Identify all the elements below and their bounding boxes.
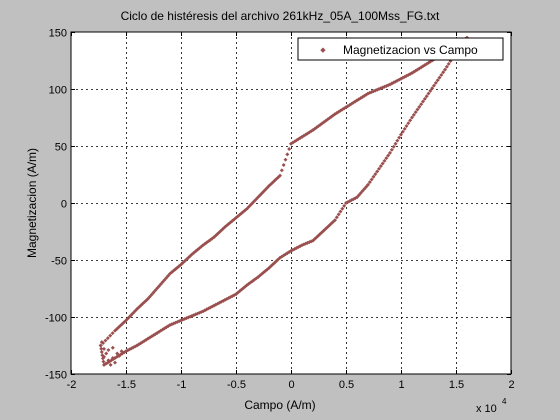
x-tick-label: 1: [398, 379, 404, 391]
data-point: [384, 156, 389, 161]
data-point: [104, 351, 109, 356]
legend-marker-icon: ◆: [320, 46, 326, 54]
data-point: [377, 166, 381, 171]
data-point: [433, 80, 438, 85]
data-point: [101, 359, 106, 364]
y-axis-label: Magnetizacion (A/m): [25, 148, 39, 258]
data-point: [397, 135, 402, 140]
data-point: [421, 99, 425, 104]
data-point: [389, 147, 394, 152]
data-point: [408, 118, 413, 123]
x-exponent-power: 4: [502, 397, 507, 406]
data-point: [424, 94, 429, 99]
y-tick-label: -100: [45, 313, 67, 325]
x-tick-label: -2: [67, 379, 77, 391]
data-point: [430, 86, 435, 91]
legend-label: Magnetizacion vs Campo: [343, 43, 478, 57]
data-point: [417, 104, 422, 109]
data-point: [402, 126, 407, 131]
x-tick-label: -0.5: [227, 379, 246, 391]
data-point: [391, 144, 396, 149]
y-tick-label: 50: [55, 142, 67, 154]
y-tick-label: 150: [49, 28, 67, 40]
data-point: [369, 177, 374, 182]
data-point: [432, 83, 436, 88]
data-point: [287, 147, 292, 152]
x-tick-label: 0.5: [339, 379, 354, 391]
y-tick-label: -50: [51, 256, 67, 268]
data-point: [439, 72, 444, 77]
x-axis-label: Campo (A/m): [244, 398, 315, 412]
data-point: [281, 163, 286, 167]
x-tick-label: -1.5: [117, 379, 136, 391]
x-tick-label: 0: [288, 379, 294, 391]
y-tick-label: 0: [61, 199, 67, 211]
data-point: [437, 75, 442, 80]
data-point: [435, 78, 440, 83]
data-point: [443, 67, 447, 72]
data-point: [98, 343, 103, 348]
plot-area: [70, 31, 512, 375]
data-point: [279, 168, 284, 173]
data-point: [399, 132, 403, 137]
data-point: [413, 110, 418, 115]
data-point: [338, 209, 343, 214]
data-point: [446, 61, 451, 66]
data-point: [380, 161, 385, 166]
data-point: [367, 180, 372, 185]
x-tick-label: -1: [177, 379, 187, 391]
x-tick-label: 1.5: [449, 379, 464, 391]
x-tick-label: 2: [508, 379, 514, 391]
data-point: [117, 353, 122, 358]
data-point: [119, 349, 124, 354]
data-point: [382, 158, 387, 163]
data-point: [375, 169, 380, 174]
chart-title: Ciclo de histéresis del archivo 261kHz_0…: [121, 9, 440, 23]
data-point: [99, 346, 104, 351]
data-point: [428, 88, 433, 93]
ticks: -2 -1.5 -1 -0.5 0 0.5 1 1.5 2 -150 -100 -50 0 50 100 15…: [45, 28, 515, 392]
data-point: [419, 102, 424, 107]
data-point: [336, 212, 341, 217]
x-exponent-label: x 10: [476, 403, 497, 415]
data-point: [342, 203, 347, 208]
data-point: [441, 70, 446, 75]
data-point: [410, 115, 414, 120]
y-tick-label: 100: [49, 85, 67, 97]
data-point: [404, 124, 409, 129]
data-point: [386, 153, 391, 158]
data-point: [115, 351, 120, 356]
y-tick-label: -150: [45, 370, 67, 382]
legend: ◆ Magnetizacion vs Campo: [297, 37, 504, 61]
legend-box: [297, 37, 504, 61]
data-point: [102, 346, 106, 351]
